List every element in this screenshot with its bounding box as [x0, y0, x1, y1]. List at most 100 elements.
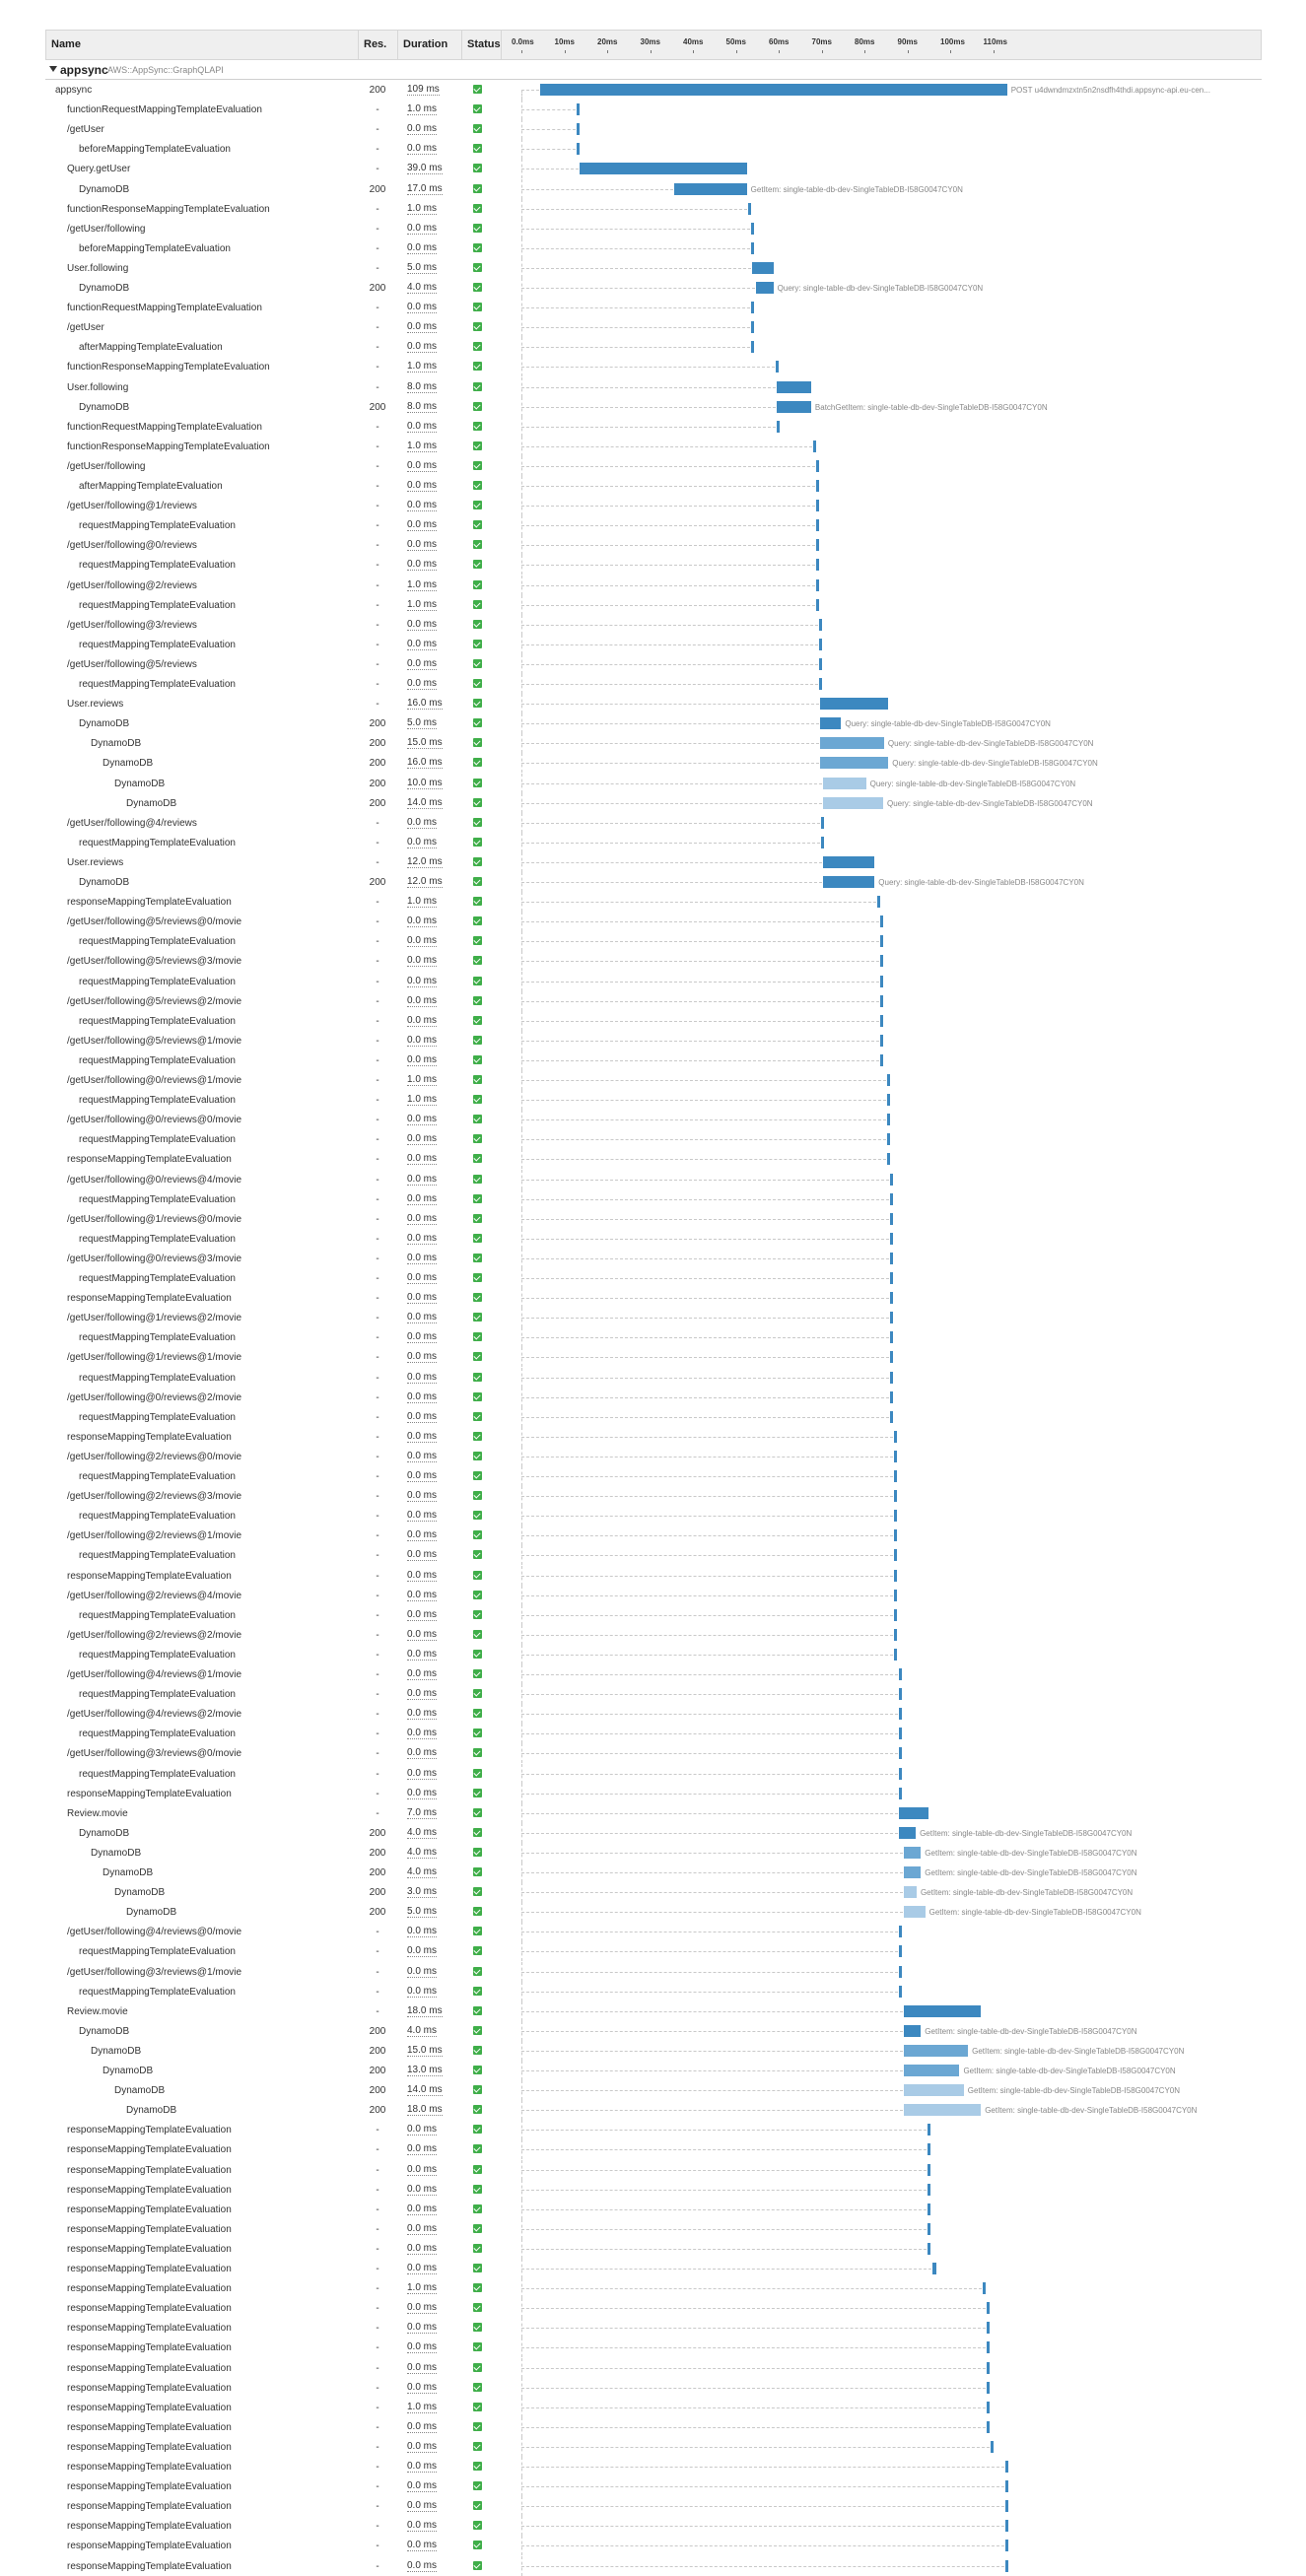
row-duration[interactable]: 5.0 ms [407, 1906, 438, 1919]
timeline-bar[interactable] [903, 2024, 922, 2037]
timeline-bar[interactable] [898, 1767, 902, 1780]
row-duration[interactable]: 17.0 ms [407, 182, 443, 195]
timeline-bar[interactable] [894, 1430, 898, 1443]
row-duration[interactable]: 10.0 ms [407, 777, 443, 789]
row-duration[interactable]: 5.0 ms [407, 717, 438, 730]
timeline-bar[interactable] [898, 1668, 902, 1680]
trace-row[interactable]: /getUser/following@3/reviews@1/movie - 0.0… [45, 1961, 1262, 1982]
row-duration[interactable]: 0.0 ms [407, 2361, 438, 2374]
timeline-bar[interactable] [816, 480, 820, 492]
timeline-bar[interactable] [816, 598, 820, 611]
timeline-bar[interactable] [880, 994, 884, 1007]
timeline-bar[interactable] [894, 1569, 898, 1582]
trace-row[interactable]: /getUser/following@4/reviews - 0.0 ms [45, 812, 1262, 833]
timeline-bar[interactable] [751, 321, 755, 334]
timeline-bar[interactable] [894, 1549, 898, 1562]
timeline-bar[interactable] [932, 2263, 936, 2274]
row-duration[interactable]: 0.0 ms [407, 1569, 438, 1582]
trace-row[interactable]: responseMappingTemplateEvaluation - 0.0 ms [45, 2179, 1262, 2200]
timeline-bar[interactable] [756, 282, 774, 294]
row-duration[interactable]: 0.0 ms [407, 1192, 438, 1205]
timeline-bar[interactable] [903, 1846, 922, 1859]
trace-row[interactable]: requestMappingTemplateEvaluation - 0.0 ms [45, 1050, 1262, 1070]
row-duration[interactable]: 0.0 ms [407, 2322, 438, 2335]
row-duration[interactable]: 0.0 ms [407, 1708, 438, 1721]
trace-row[interactable]: requestMappingTemplateEvaluation - 0.0 ms [45, 1367, 1262, 1388]
row-duration[interactable]: 16.0 ms [407, 757, 443, 770]
timeline-bar[interactable] [818, 618, 822, 631]
timeline-bar[interactable] [928, 2242, 931, 2255]
row-duration[interactable]: 0.0 ms [407, 1133, 438, 1146]
trace-row[interactable]: appsync 200 109 ms POST u4dwndmzxtn5n2nsdfh… [45, 80, 1262, 100]
trace-row[interactable]: responseMappingTemplateEvaluation - 1.0 ms [45, 892, 1262, 913]
timeline-bar[interactable] [823, 777, 866, 789]
trace-row[interactable]: responseMappingTemplateEvaluation - 0.0 ms [45, 1149, 1262, 1170]
row-duration[interactable]: 0.0 ms [407, 678, 438, 690]
trace-row[interactable]: /getUser/following - 0.0 ms [45, 218, 1262, 238]
row-duration[interactable]: 0.0 ms [407, 2500, 438, 2513]
timeline-bar[interactable] [889, 1390, 893, 1403]
timeline-bar[interactable] [903, 2084, 964, 2097]
trace-row[interactable]: requestMappingTemplateEvaluation - 0.0 ms [45, 1684, 1262, 1705]
trace-row[interactable]: /getUser/following@0/reviews@1/movie - 1.0… [45, 1070, 1262, 1090]
row-duration[interactable]: 0.0 ms [407, 657, 438, 670]
trace-row[interactable]: /getUser/following@5/reviews@0/movie - 0.0… [45, 912, 1262, 932]
row-duration[interactable]: 0.0 ms [407, 1767, 438, 1780]
timeline-bar[interactable] [751, 302, 755, 314]
row-duration[interactable]: 0.0 ms [407, 143, 438, 156]
group-header[interactable]: appsync AWS::AppSync::GraphQLAPI [45, 60, 1262, 80]
trace-row[interactable]: requestMappingTemplateEvaluation - 0.0 ms [45, 1406, 1262, 1427]
trace-row[interactable]: beforeMappingTemplateEvaluation - 0.0 ms [45, 237, 1262, 258]
timeline-bar[interactable] [903, 2004, 982, 2017]
trace-row[interactable]: /getUser/following - 0.0 ms [45, 455, 1262, 476]
timeline-bar[interactable] [889, 1272, 893, 1284]
trace-row[interactable]: /getUser/following@1/reviews@0/movie - 0.0… [45, 1208, 1262, 1229]
timeline-bar[interactable] [987, 2381, 991, 2394]
timeline-bar[interactable] [889, 1192, 893, 1205]
trace-row[interactable]: /getUser/following@5/reviews@3/movie - 0.0… [45, 951, 1262, 972]
row-duration[interactable]: 7.0 ms [407, 1806, 438, 1819]
row-duration[interactable]: 0.0 ms [407, 539, 438, 552]
trace-row[interactable]: /getUser/following@2/reviews@1/movie - 0.0… [45, 1525, 1262, 1546]
timeline-bar[interactable] [880, 955, 884, 968]
trace-row[interactable]: DynamoDB 200 4.0 ms GetItem: single-table-d… [45, 1822, 1262, 1843]
row-duration[interactable]: 0.0 ms [407, 836, 438, 848]
trace-row[interactable]: responseMappingTemplateEvaluation - 0.0 ms [45, 1288, 1262, 1309]
timeline-bar[interactable] [777, 380, 811, 393]
trace-row[interactable]: responseMappingTemplateEvaluation - 0.0 ms [45, 2298, 1262, 2319]
trace-row[interactable]: responseMappingTemplateEvaluation - 0.0 ms [45, 2377, 1262, 2398]
row-duration[interactable]: 0.0 ms [407, 1173, 438, 1186]
row-duration[interactable]: 1.0 ms [407, 896, 438, 909]
trace-row[interactable]: DynamoDB 200 12.0 ms Query: single-table-db… [45, 872, 1262, 892]
timeline-bar[interactable] [816, 500, 820, 512]
timeline-bar[interactable] [887, 1094, 891, 1107]
trace-row[interactable]: /getUser/following@1/reviews@1/movie - 0.0… [45, 1347, 1262, 1368]
trace-row[interactable]: /getUser/following@0/reviews@0/movie - 0.0… [45, 1110, 1262, 1130]
trace-row[interactable]: requestMappingTemplateEvaluation - 0.0 ms [45, 1763, 1262, 1784]
trace-row[interactable]: /getUser/following@0/reviews@4/movie - 0.0… [45, 1169, 1262, 1189]
trace-row[interactable]: functionResponseMappingTemplateEvaluatio… [45, 357, 1262, 377]
trace-row[interactable]: responseMappingTemplateEvaluation - 0.0 ms [45, 2218, 1262, 2239]
row-duration[interactable]: 18.0 ms [407, 2004, 443, 2017]
trace-row[interactable]: responseMappingTemplateEvaluation - 0.0 ms [45, 2159, 1262, 2180]
timeline-bar[interactable] [898, 1787, 902, 1799]
row-duration[interactable]: 0.0 ms [407, 222, 438, 235]
row-duration[interactable]: 1.0 ms [407, 578, 438, 591]
trace-row[interactable]: requestMappingTemplateEvaluation - 0.0 ms [45, 1724, 1262, 1744]
timeline-bar[interactable] [777, 400, 811, 413]
trace-row[interactable]: DynamoDB 200 8.0 ms BatchGetItem: single-ta… [45, 396, 1262, 417]
trace-row[interactable]: responseMappingTemplateEvaluation - 0.0 ms [45, 1426, 1262, 1447]
timeline-bar[interactable] [821, 816, 825, 829]
trace-row[interactable]: requestMappingTemplateEvaluation - 0.0 ms [45, 1604, 1262, 1625]
row-duration[interactable]: 3.0 ms [407, 1886, 438, 1899]
trace-row[interactable]: /getUser/following@4/reviews@0/movie - 0.0… [45, 1922, 1262, 1942]
timeline-bar[interactable] [819, 717, 842, 730]
row-duration[interactable]: 0.0 ms [407, 1153, 438, 1166]
timeline-bar[interactable] [880, 935, 884, 948]
row-duration[interactable]: 0.0 ms [407, 2203, 438, 2215]
timeline-bar[interactable] [876, 896, 880, 909]
trace-row[interactable]: requestMappingTemplateEvaluation - 0.0 ms [45, 1981, 1262, 2001]
row-duration[interactable]: 0.0 ms [407, 420, 438, 433]
row-duration[interactable]: 0.0 ms [407, 975, 438, 987]
timeline-bar[interactable] [818, 638, 822, 650]
